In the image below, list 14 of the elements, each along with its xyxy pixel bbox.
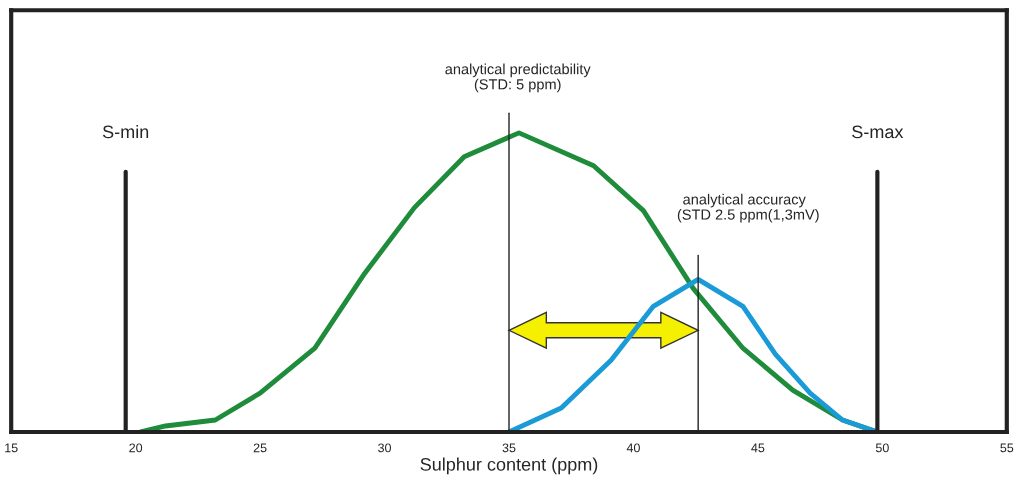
x-tick-label: 25 [253, 443, 267, 453]
x-tick-label: 20 [129, 443, 143, 453]
x-tick-label: 55 [1000, 443, 1014, 453]
x-tick-label: 35 [502, 443, 516, 453]
ref-line-label: S-max [852, 125, 904, 139]
text: analytical predictability (STD: 5 ppm) [445, 63, 591, 93]
x-tick-label: 40 [626, 443, 640, 453]
x-tick-label: 50 [875, 443, 889, 453]
x-tick-label: 30 [378, 443, 392, 453]
x-tick-label: 45 [751, 443, 765, 453]
x-axis-title: Sulphur content (ppm) [420, 457, 598, 475]
x-tick-label: 15 [5, 443, 18, 453]
ref-line-label: S-min [102, 125, 149, 139]
annotation: analytical accuracy (STD 2.5 ppm(1,3mV) [677, 193, 819, 223]
